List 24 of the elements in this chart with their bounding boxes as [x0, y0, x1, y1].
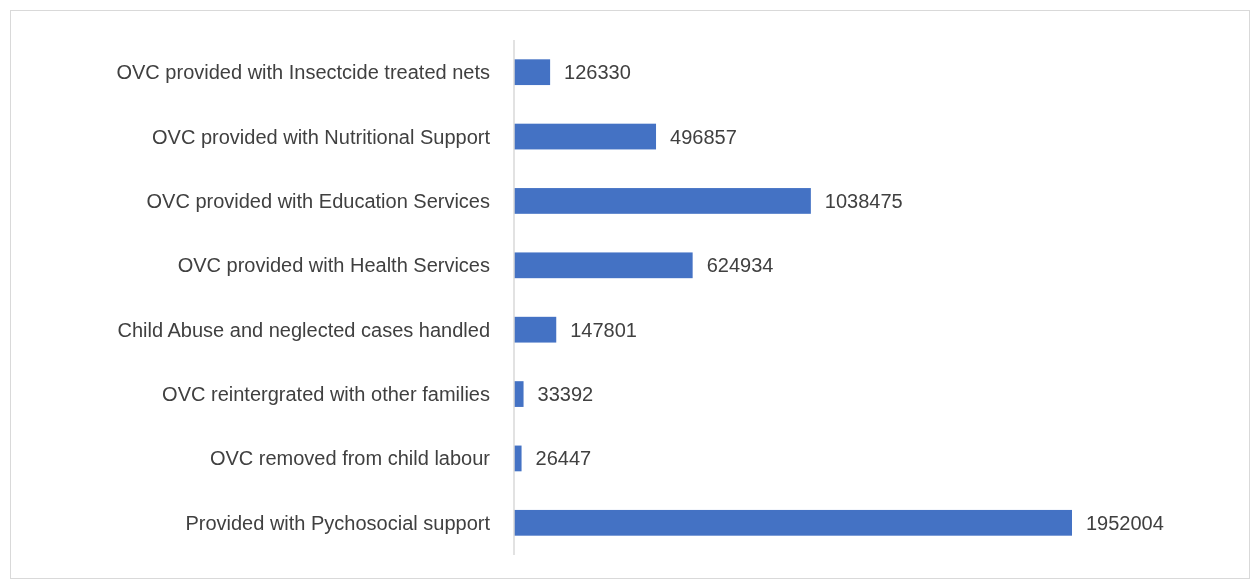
data-label: 1038475 — [824, 189, 903, 212]
y-tick-label: Provided with Pychosocial support — [185, 511, 491, 534]
y-tick-label: OVC provided with Education Services — [146, 189, 490, 212]
y-tick-label: OVC provided with Nutritional Support — [152, 125, 491, 148]
bar — [514, 381, 524, 407]
bar — [514, 316, 557, 343]
data-label: 147801 — [570, 318, 637, 341]
bar — [514, 123, 657, 150]
y-tick-label: OVC provided with Insectcide treated nets — [116, 61, 490, 84]
data-label: 33392 — [537, 383, 594, 406]
data-label: 624934 — [706, 254, 774, 277]
data-label: 126330 — [564, 61, 631, 84]
bar — [514, 445, 522, 472]
y-tick-label: OVC provided with Health Services — [177, 254, 490, 277]
bar — [514, 188, 811, 214]
bar — [514, 252, 693, 279]
y-tick-label: OVC reintergrated with other families — [162, 383, 490, 406]
y-tick-label: OVC removed from child labour — [209, 447, 491, 470]
data-label: 496857 — [670, 125, 737, 148]
data-label: 26447 — [535, 447, 592, 470]
bar — [514, 59, 551, 86]
y-tick-label: Child Abuse and neglected cases handled — [117, 318, 490, 341]
data-label: 1952004 — [1086, 511, 1164, 534]
bar — [514, 509, 1072, 536]
